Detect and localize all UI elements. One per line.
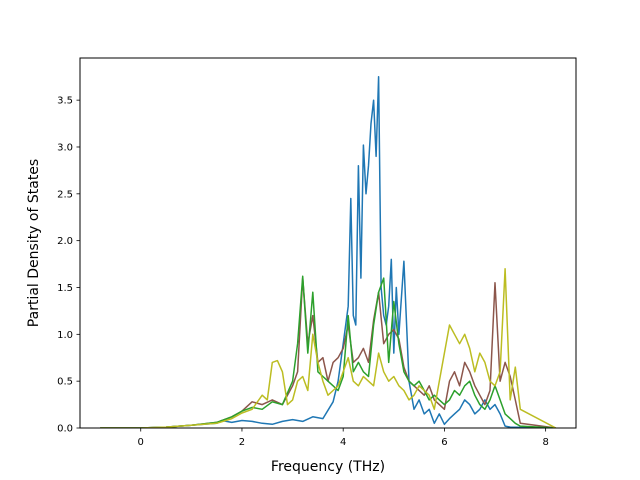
- y-tick-label: 2.5: [57, 189, 73, 200]
- y-tick-label: 3.5: [57, 96, 73, 107]
- y-tick-label: 1.0: [57, 330, 73, 341]
- y-axis-label: Partial Density of States: [26, 159, 42, 327]
- x-axis: 0 2 4 6 8: [138, 428, 549, 448]
- x-tick-label: 2: [239, 437, 245, 448]
- y-tick-label: 0.0: [57, 424, 73, 435]
- x-tick-label: 4: [340, 437, 346, 448]
- y-tick-label: 1.5: [57, 283, 73, 294]
- y-tick-label: 3.0: [57, 142, 73, 153]
- x-axis-label: Frequency (THz): [271, 459, 385, 475]
- x-tick-label: 6: [441, 437, 447, 448]
- series-layer: [100, 75, 557, 428]
- series-line-4: [100, 268, 557, 428]
- y-tick-label: 2.0: [57, 236, 73, 247]
- y-axis: 0.0 0.5 1.0 1.5 2.0 2.5 3.0 3.5: [57, 96, 80, 435]
- x-tick-label: 8: [542, 437, 548, 448]
- y-tick-label: 0.5: [57, 377, 73, 388]
- plot-area: [100, 75, 557, 428]
- series-line-1: [100, 75, 556, 428]
- series-line-3: [100, 275, 556, 428]
- x-tick-label: 0: [138, 437, 144, 448]
- axes-frame: [79, 57, 577, 429]
- series-line-2: [100, 277, 556, 428]
